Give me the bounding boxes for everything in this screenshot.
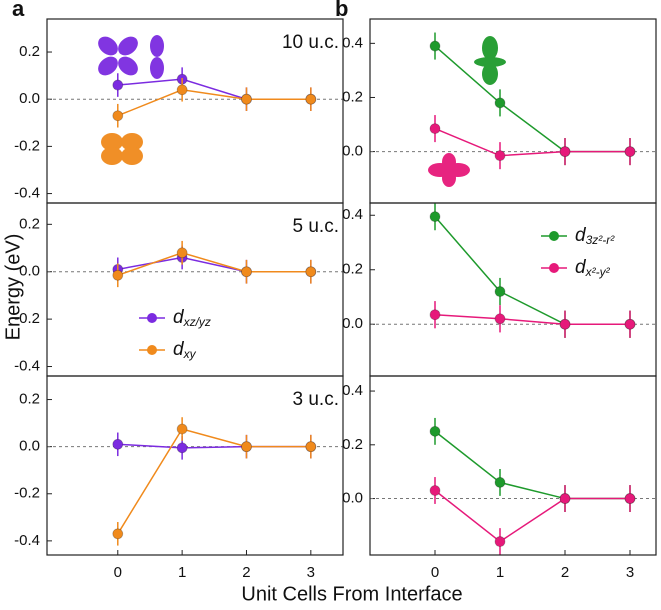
legend-label: dxy: [173, 339, 197, 361]
data-point: [112, 438, 124, 450]
data-point: [494, 313, 506, 325]
y-tick-label: 0.2: [19, 43, 40, 60]
series-line: [117, 251, 311, 276]
data-point: [624, 493, 636, 504]
x-axis-label: Unit Cells From Interface: [241, 583, 462, 605]
y-tick-label: -0.4: [14, 532, 40, 549]
series-line: [117, 88, 311, 117]
y-tick-label: 0.4: [342, 382, 363, 399]
series-line: [434, 489, 630, 543]
y-tick-label: 0.0: [342, 143, 363, 160]
data-point: [176, 423, 188, 435]
series-line: [434, 430, 630, 500]
y-tick-label: 0.4: [342, 206, 363, 223]
data-point: [624, 318, 636, 330]
x-tick-label: 3: [626, 564, 634, 581]
y-tick-label: -0.2: [14, 137, 40, 154]
data-point: [429, 211, 441, 223]
x-tick-label: 3: [307, 564, 315, 581]
legend-label: d3z²-r²: [575, 225, 615, 247]
data-point: [429, 309, 441, 321]
panel-label: b: [335, 0, 348, 21]
x-tick-label: 1: [496, 564, 504, 581]
data-point: [241, 93, 252, 105]
data-point: [494, 97, 506, 109]
orbital-icons: [98, 35, 506, 187]
y-tick-label: -0.4: [14, 185, 40, 202]
data-point: [429, 40, 441, 52]
panel-frame: [46, 375, 344, 556]
y-tick-label: 0.0: [19, 263, 40, 280]
y-tick-label: 0.2: [342, 261, 363, 278]
panel-label: a: [12, 0, 25, 21]
data-point: [559, 318, 571, 330]
x-tick-label: 1: [178, 564, 186, 581]
data-point: [305, 266, 317, 278]
data-point: [241, 266, 252, 278]
legend-label: dxz/yz: [173, 307, 211, 329]
panel-annotation: 3 u.c.: [293, 389, 339, 410]
data-point: [624, 146, 636, 157]
series-line: [434, 45, 630, 153]
data-point: [176, 84, 188, 96]
data-point: [176, 247, 188, 259]
legend-label: dx²-y²: [575, 257, 611, 279]
data-point: [429, 123, 441, 134]
y-tick-label: 0.2: [342, 436, 363, 453]
data-point: [429, 425, 441, 437]
y-tick-label: 0.0: [19, 438, 40, 455]
x-tick-label: 0: [114, 564, 122, 581]
data-point: [494, 150, 506, 162]
y-tick-label: 0.0: [19, 90, 40, 107]
panel-annotation: 10 u.c.: [282, 32, 339, 53]
y-tick-label: 0.0: [342, 490, 363, 507]
data-point: [559, 493, 571, 504]
data-point: [112, 110, 124, 122]
y-tick-label: -0.4: [14, 357, 40, 374]
data-point: [241, 441, 252, 453]
y-axis-label: Energy (eV): [2, 234, 24, 341]
y-tick-label: 0.2: [19, 215, 40, 232]
legend-marker: [147, 345, 157, 355]
legend-marker: [549, 263, 559, 273]
x-tick-label: 0: [431, 564, 439, 581]
data-point: [494, 286, 506, 297]
data-point: [112, 79, 124, 91]
y-tick-label: -0.2: [14, 310, 40, 327]
legend-marker: [549, 231, 559, 241]
y-tick-label: -0.2: [14, 485, 40, 502]
panel-frame: [369, 202, 657, 377]
y-tick-label: 0.2: [19, 391, 40, 408]
data-point: [429, 485, 441, 496]
data-point: [112, 528, 124, 540]
panel-frame: [369, 18, 657, 204]
x-tick-label: 2: [242, 564, 250, 581]
data-point: [559, 146, 571, 157]
panel-frame: [369, 375, 657, 556]
y-tick-label: 0.2: [342, 88, 363, 105]
legend-marker: [147, 313, 157, 323]
series-line: [434, 127, 630, 157]
panel-annotation: 5 u.c.: [293, 216, 339, 237]
data-point: [494, 536, 506, 547]
data-point: [112, 269, 124, 281]
data-point: [305, 93, 317, 105]
x-tick-label: 2: [561, 564, 569, 581]
series-line: [117, 78, 311, 100]
data-point: [176, 442, 188, 454]
data-point: [494, 477, 506, 488]
y-tick-label: 0.0: [342, 315, 363, 332]
data-point: [305, 441, 317, 453]
y-tick-label: 0.4: [342, 34, 363, 51]
series-line: [434, 313, 630, 325]
series-line: [117, 428, 311, 535]
